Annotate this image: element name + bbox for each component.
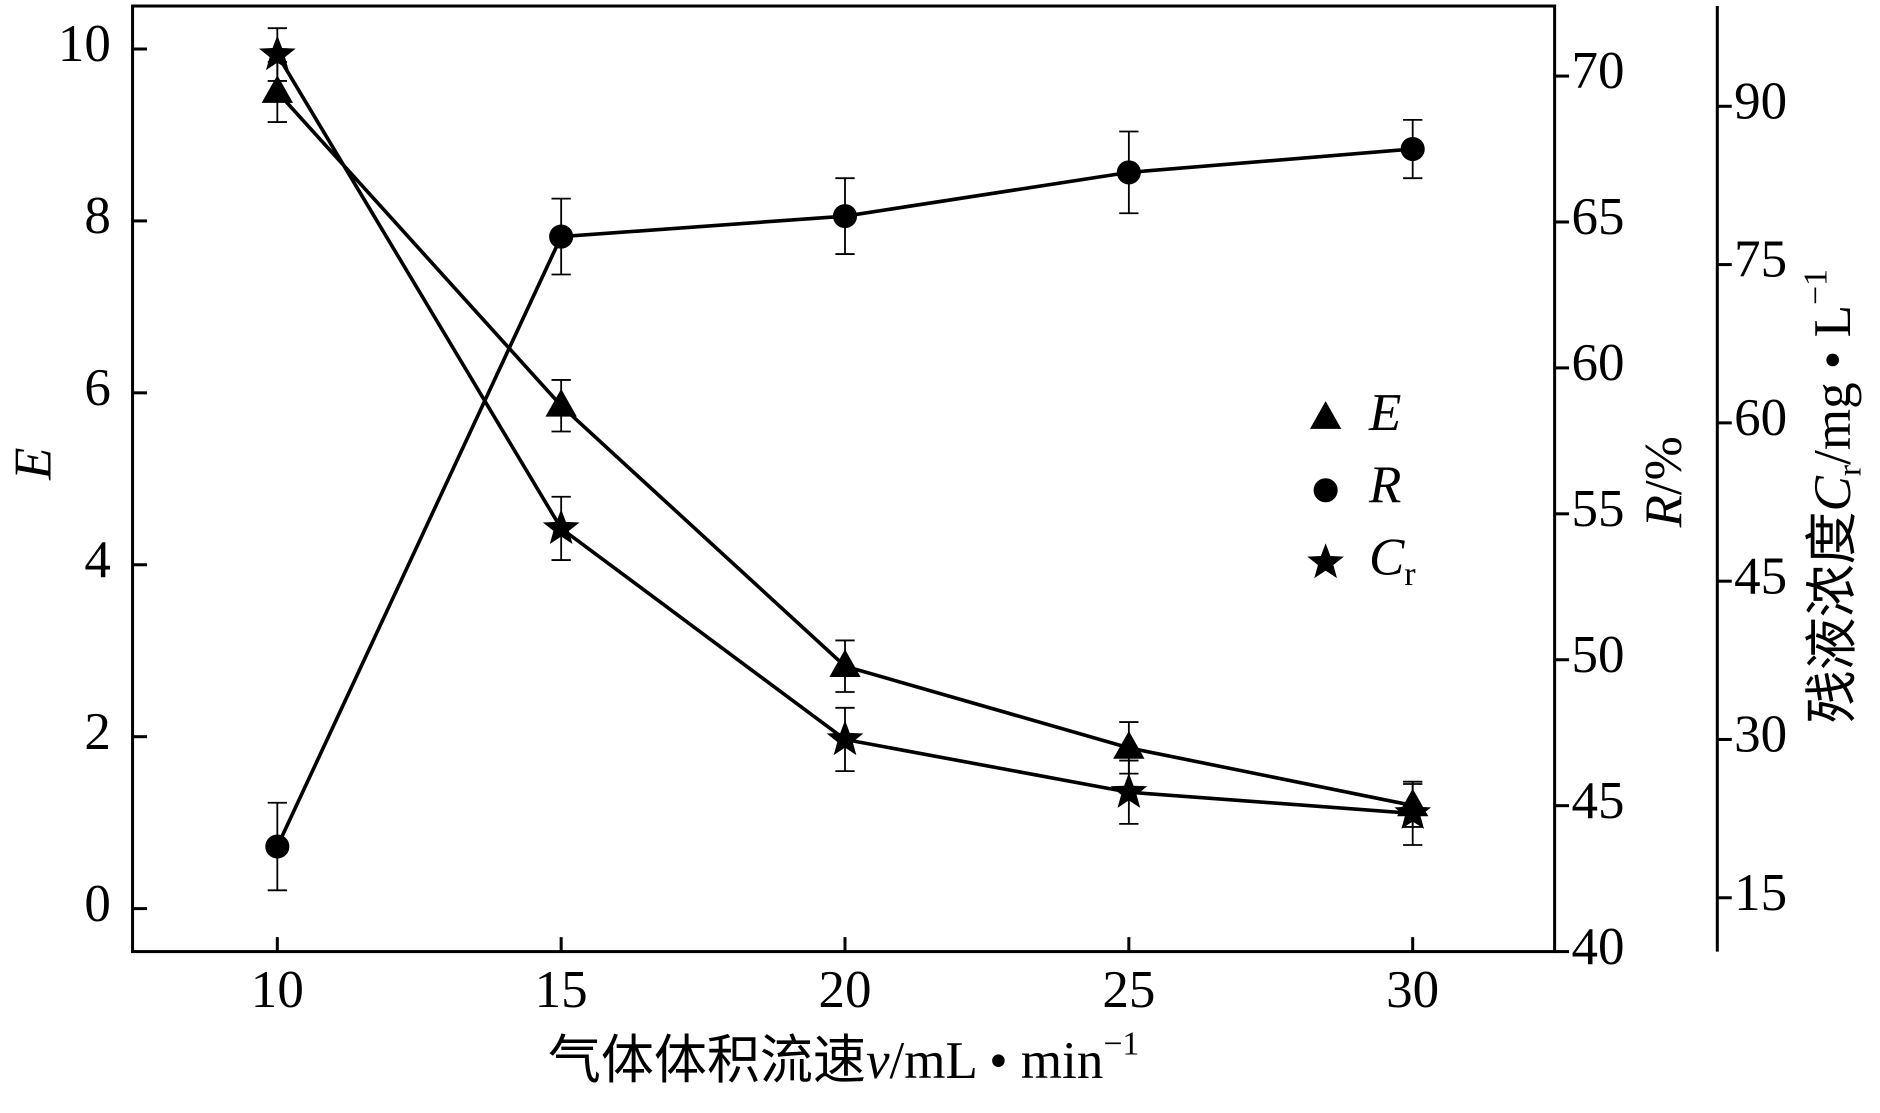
legend-label: Cr bbox=[1369, 529, 1416, 593]
marker bbox=[829, 649, 861, 678]
legend-name: R bbox=[1368, 456, 1401, 514]
y3-tick-label: 60 bbox=[1734, 389, 1787, 447]
y2-tick-label: 60 bbox=[1571, 334, 1624, 392]
marker bbox=[1400, 136, 1425, 162]
y3-tick-label: 45 bbox=[1734, 547, 1787, 605]
y-tick-label: 8 bbox=[84, 187, 111, 245]
y2-tick-label: 70 bbox=[1571, 42, 1624, 100]
marker bbox=[1394, 794, 1432, 829]
marker bbox=[258, 35, 296, 71]
y2-tick-label: 40 bbox=[1571, 918, 1624, 976]
marker bbox=[549, 224, 574, 249]
series-line bbox=[275, 53, 1413, 816]
x-tick-label: 15 bbox=[535, 961, 588, 1019]
y-tick-label: 2 bbox=[84, 703, 111, 761]
marker bbox=[1313, 478, 1338, 503]
y-tick-label: 4 bbox=[84, 531, 111, 589]
marker bbox=[832, 204, 858, 229]
y2-tick-label: 55 bbox=[1571, 480, 1624, 538]
legend-label: R bbox=[1368, 456, 1401, 514]
marker bbox=[1116, 160, 1141, 185]
marker bbox=[545, 388, 577, 417]
legend-subscript: r bbox=[1404, 556, 1415, 593]
x-tick-label: 25 bbox=[1102, 961, 1155, 1019]
x-tick-label: 20 bbox=[819, 961, 872, 1019]
y3-axis-label: 残液浓度Cr/mg • L−1 bbox=[1797, 269, 1868, 723]
marker bbox=[1307, 543, 1344, 579]
y2-axis-label: R/% bbox=[1635, 436, 1693, 528]
y3-tick-label: 75 bbox=[1734, 231, 1787, 289]
marker bbox=[826, 720, 864, 756]
x-tick-label: 30 bbox=[1386, 961, 1439, 1019]
y2-tick-label: 45 bbox=[1571, 772, 1624, 830]
x-axis-label: 气体体积流速v/mL • min−1 bbox=[548, 1025, 1139, 1090]
y2-tick-label: 50 bbox=[1571, 626, 1624, 684]
y2-tick-label: 65 bbox=[1571, 188, 1624, 246]
x-tick-label: 10 bbox=[251, 961, 304, 1019]
marker bbox=[265, 834, 290, 859]
legend-label: E bbox=[1368, 384, 1401, 442]
marker bbox=[542, 509, 580, 544]
y3-tick-label: 90 bbox=[1734, 72, 1787, 130]
y-tick-label: 0 bbox=[84, 875, 111, 933]
y3-tick-label: 15 bbox=[1734, 864, 1787, 922]
y-axis-label: E bbox=[5, 448, 63, 481]
marker bbox=[1110, 772, 1148, 808]
legend-name: C bbox=[1369, 529, 1405, 587]
legend-name: E bbox=[1368, 384, 1401, 442]
marker bbox=[1309, 401, 1342, 429]
marker bbox=[1113, 731, 1145, 759]
y-tick-label: 6 bbox=[84, 359, 111, 417]
y3-tick-label: 30 bbox=[1734, 706, 1787, 764]
marker bbox=[261, 75, 293, 103]
y-tick-label: 10 bbox=[58, 15, 111, 73]
